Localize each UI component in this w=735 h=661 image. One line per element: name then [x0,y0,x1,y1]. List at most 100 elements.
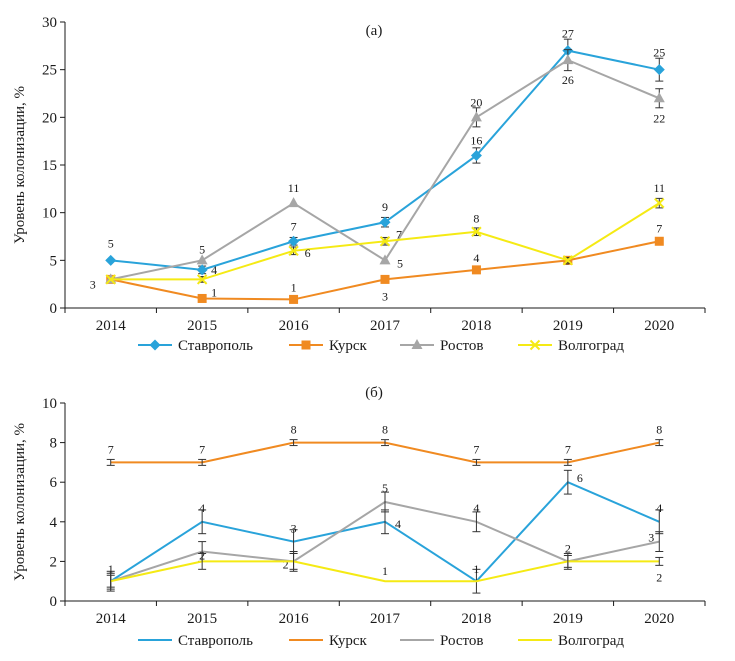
legend-label: Волгоград [558,633,624,649]
data-label: 8 [382,423,388,437]
series-3: 5 11 5 20 26 22 [105,49,665,284]
data-label: 3 [90,277,96,291]
x-tick-label: 2020 [644,318,674,334]
data-label: 22 [653,111,665,125]
data-label: 1 [108,562,114,576]
y-tick-label: 15 [42,158,57,174]
data-point [562,54,574,65]
legend-marker [149,339,161,351]
data-label: 4 [211,263,217,277]
x-tick-label: 2020 [644,611,674,627]
data-point [654,236,664,246]
legend-marker [301,340,311,350]
data-point [197,293,207,303]
data-label: 7 [656,221,662,235]
legend-item: Ставрополь [138,633,253,649]
y-tick-label: 10 [42,396,57,412]
x-tick-label: 2014 [96,318,127,334]
data-label: 27 [562,27,574,41]
x-tick-label: 2017 [370,611,401,627]
y-tick-label: 20 [42,110,57,126]
data-label: 1 [382,564,388,578]
y-tick-label: 8 [50,436,58,452]
data-point [653,64,665,76]
data-point [562,255,574,266]
legend-item: Ставрополь [138,338,253,354]
data-label: 7 [473,442,479,456]
data-label: 7 [565,442,571,456]
data-label: 5 [199,242,205,256]
data-point [471,226,482,237]
legend-item: Курск [289,338,368,354]
data-point [653,92,665,103]
legend-marker [529,339,541,351]
data-label: 9 [382,200,388,214]
y-tick-label: 4 [50,515,58,531]
x-tick-label: 2016 [279,318,310,334]
legend-label: Ставрополь [178,338,253,354]
data-label: 4 [473,501,479,515]
data-point [105,274,116,285]
data-label: 4 [473,251,479,265]
legend-item: Ростов [400,633,483,649]
y-tick-label: 2 [50,554,58,570]
data-label: 3 [291,522,297,536]
y-tick-label: 25 [42,63,57,79]
data-point [471,265,481,275]
series-2: 3113457 [90,221,664,304]
x-tick-label: 2019 [553,318,583,334]
data-label: 25 [653,46,665,60]
data-point [196,254,208,265]
legend-label: Волгоград [558,338,624,354]
x-tick-label: 2015 [187,611,217,627]
data-point [196,264,208,276]
legend-marker [411,339,423,349]
data-label: 2 [656,570,662,584]
data-point [105,254,117,266]
data-label: 16 [470,133,482,147]
x-tick-label: 2018 [461,318,491,334]
data-point [196,274,208,285]
legend-item: Ростов [400,338,483,354]
legend-item: Волгоград [518,633,624,649]
data-point [288,235,300,247]
data-label: 6 [305,246,311,260]
data-label: 4 [395,517,401,531]
data-label: 7 [199,442,205,456]
y-tick-label: 5 [50,253,58,269]
data-point [288,245,299,257]
chart-panel-b: (б) 0 2 4 6 8 10 2014 2015 2016 2017 2018 2019 2020 Ур… [12,385,706,649]
data-label: 4 [656,501,662,515]
data-point [380,274,390,284]
y-tick-label: 0 [50,301,58,317]
data-label: 6 [577,471,583,485]
data-point [379,236,391,247]
data-label: 1 [211,285,217,299]
data-label: 5 [382,481,388,495]
panel-title: (а) [366,23,383,39]
data-label: 8 [291,423,297,437]
y-tick-label: 6 [50,475,58,491]
legend-label: Ставрополь [178,633,253,649]
legend-item: Курск [289,633,368,649]
x-tick-label: 2018 [461,611,491,627]
x-tick-label: 2014 [96,611,127,627]
data-label: 7 [291,219,297,233]
data-label: 7 [396,227,402,241]
series-2: 7 7 8 8 7 7 8 [106,423,664,466]
x-tick-label: 2015 [187,318,217,334]
y-axis-label: Уровень колонизации, % [12,423,28,581]
data-label: 3 [382,289,388,303]
y-tick-label: 0 [50,594,58,610]
data-label: 5 [108,236,114,250]
data-point [289,294,299,304]
legend-label: Ростов [440,633,483,649]
data-label: 8 [656,423,662,437]
data-label: 2 [283,557,289,571]
data-label: 26 [562,73,574,87]
y-axis-label: Уровень колонизации, % [12,86,28,244]
legend-label: Курск [329,338,368,354]
